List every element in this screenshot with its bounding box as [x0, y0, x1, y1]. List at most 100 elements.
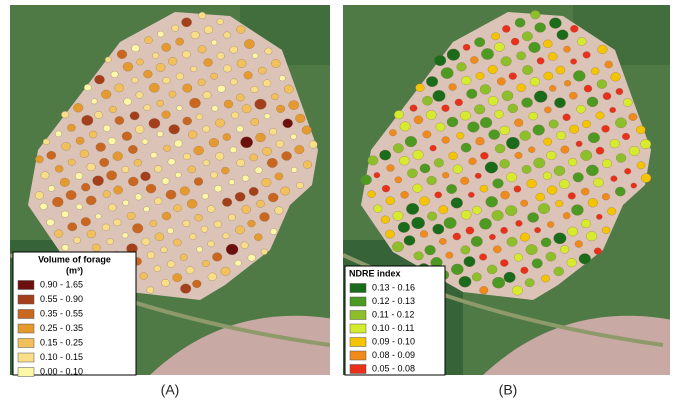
tree-crown	[199, 12, 206, 19]
tree-crown	[374, 172, 380, 178]
tree-crown	[105, 57, 111, 63]
tree-crown	[251, 118, 259, 125]
tree-crown	[107, 239, 114, 245]
tree-crown	[191, 31, 200, 39]
tree-crown	[93, 176, 104, 186]
tree-crown	[176, 38, 184, 45]
tree-crown	[412, 217, 425, 229]
tree-crown	[459, 276, 471, 287]
tree-crown	[460, 111, 470, 120]
tree-crown	[554, 267, 564, 276]
tree-crown	[602, 193, 610, 200]
tree-crown	[261, 249, 267, 255]
tree-crown	[427, 176, 437, 185]
tree-crown	[86, 196, 96, 205]
legend-label: 0.10 - 0.15	[40, 352, 83, 362]
tree-crown	[189, 234, 196, 240]
tree-crown	[549, 18, 561, 29]
tree-crown	[607, 207, 616, 215]
tree-crown	[212, 106, 218, 112]
tree-crown	[279, 75, 285, 81]
tree-crown	[144, 105, 151, 111]
figure: (A) (B) Volume of forage(m³)0.90 - 1.650…	[0, 0, 678, 405]
tree-crown	[207, 206, 215, 213]
tree-crown	[386, 197, 395, 205]
tree-crown	[214, 185, 222, 192]
tree-crown	[270, 228, 277, 234]
tree-crown	[76, 137, 84, 144]
tree-crown	[156, 63, 165, 71]
tree-crown	[467, 89, 478, 99]
tree-crown	[144, 207, 150, 212]
tree-crown	[122, 233, 128, 238]
tree-crown	[433, 224, 444, 234]
tree-crown	[236, 94, 244, 101]
tree-crown	[167, 228, 173, 234]
tree-crown	[564, 80, 571, 86]
legend-label: 0.10 - 0.11	[372, 323, 414, 333]
tree-crown	[615, 118, 626, 128]
tree-crown	[480, 286, 489, 294]
tree-crown	[610, 139, 620, 148]
tree-crown	[541, 275, 549, 282]
tree-crown	[577, 105, 586, 113]
tree-crown	[196, 114, 203, 120]
tree-crown	[543, 40, 552, 48]
tree-crown	[40, 203, 47, 210]
tree-crown	[442, 137, 450, 144]
tree-crown	[230, 147, 237, 153]
tree-crown	[197, 247, 203, 252]
tree-crown	[67, 124, 75, 131]
tree-crown	[109, 106, 116, 113]
tree-crown	[283, 119, 293, 128]
tree-crown	[281, 187, 290, 195]
tree-crown	[581, 219, 590, 228]
tree-crown	[427, 212, 437, 221]
tree-crown	[543, 172, 552, 180]
tree-crown	[122, 132, 132, 141]
tree-crown	[597, 80, 607, 89]
tree-crown	[469, 158, 477, 165]
tree-crown	[586, 231, 597, 241]
legend-swatch	[350, 365, 366, 374]
tree-crown	[637, 162, 645, 169]
tree-crown	[549, 85, 556, 91]
tree-crown	[420, 231, 428, 238]
tree-crown	[439, 205, 448, 213]
tree-crown	[480, 152, 488, 159]
tree-crown	[544, 72, 553, 80]
tree-crown	[91, 99, 97, 104]
tree-crown	[573, 71, 585, 82]
tree-crown	[180, 187, 190, 196]
tree-crown	[596, 147, 604, 154]
legend-unit: (m³)	[66, 265, 83, 275]
tree-crown	[426, 76, 438, 86]
tree-crown	[251, 86, 258, 93]
tree-crown	[244, 71, 253, 79]
tree-crown	[183, 117, 192, 125]
tree-crown	[535, 23, 546, 33]
tree-crown	[588, 133, 600, 143]
tree-crown	[114, 186, 123, 194]
tree-crown	[75, 173, 83, 180]
tree-crown	[576, 141, 582, 147]
tree-crown	[169, 91, 176, 98]
tree-crown	[515, 152, 522, 159]
tree-crown	[226, 244, 238, 255]
tree-crown	[479, 218, 491, 229]
tree-crown	[451, 264, 463, 275]
tree-crown	[623, 98, 632, 106]
tree-crown	[460, 177, 469, 185]
tree-crown	[275, 207, 283, 215]
tree-crown	[101, 90, 111, 99]
tree-crown	[442, 172, 449, 178]
tree-crown	[593, 178, 603, 187]
tree-crown	[398, 222, 410, 233]
tree-crown	[615, 187, 625, 196]
tree-crown	[221, 267, 231, 276]
tree-crown	[168, 57, 177, 65]
tree-crown	[47, 219, 55, 226]
tree-crown	[61, 111, 69, 118]
tree-crown	[404, 236, 415, 246]
tree-crown	[208, 273, 217, 281]
